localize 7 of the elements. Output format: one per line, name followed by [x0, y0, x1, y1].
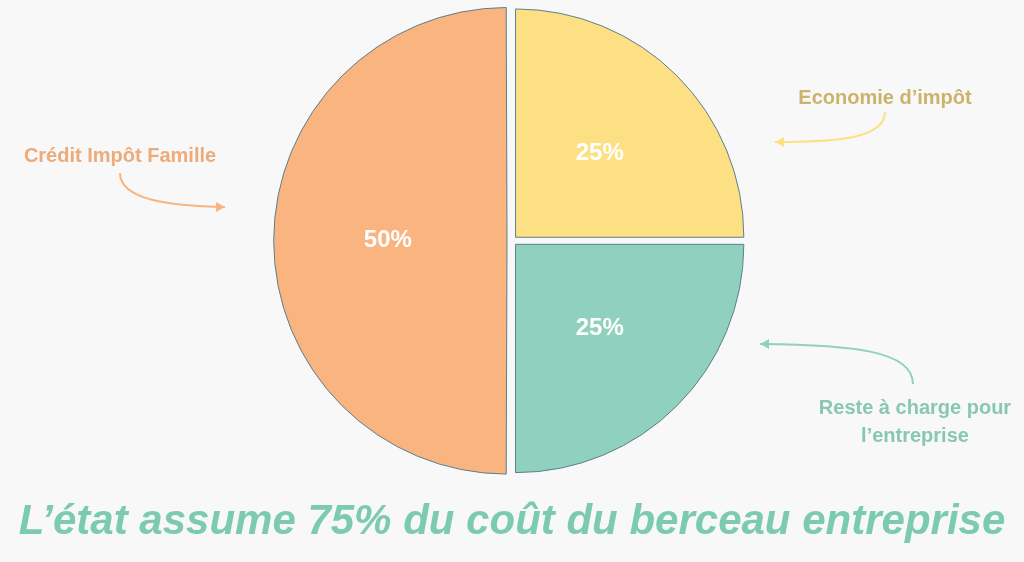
- data-label: 50%: [363, 225, 412, 253]
- slice-label: Reste à charge pour l’entreprise: [817, 395, 1013, 448]
- slice-label: Economie d’impôt: [797, 85, 973, 110]
- slice-label: Crédit Impôt Famille: [22, 143, 218, 168]
- data-label: 25%: [575, 313, 624, 341]
- text: L’état assume 75% du coût du berceau entreprise: [18, 496, 1006, 544]
- data-label: 25%: [575, 137, 624, 165]
